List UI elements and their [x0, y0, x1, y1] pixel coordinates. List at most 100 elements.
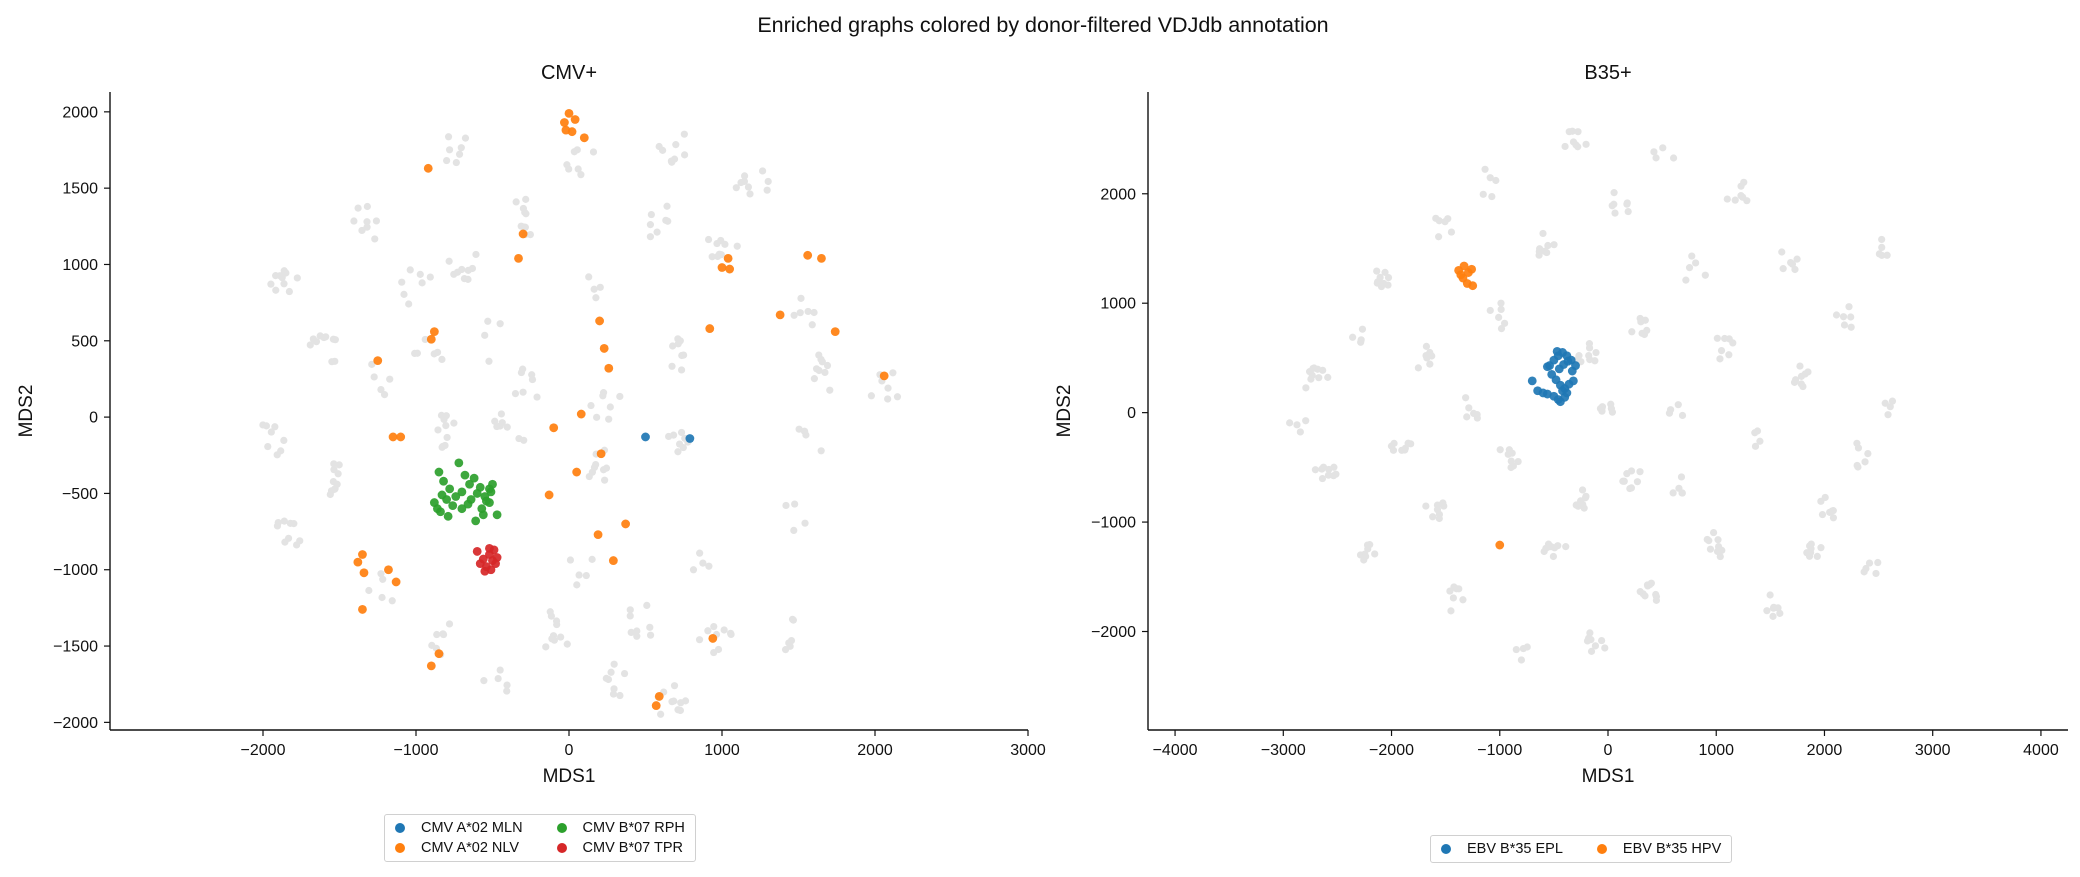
- data-point: [466, 495, 476, 504]
- background-node: [405, 300, 413, 308]
- background-node: [411, 349, 419, 357]
- legend-item: CMV B*07 TPR: [556, 840, 685, 856]
- background-node: [491, 417, 499, 425]
- background-node: [705, 562, 713, 570]
- background-node: [1847, 313, 1855, 321]
- background-node: [1601, 644, 1609, 652]
- data-point: [465, 479, 474, 489]
- background-node: [609, 690, 618, 698]
- background-node: [1371, 550, 1379, 558]
- background-node: [1743, 197, 1751, 205]
- background-node: [1818, 510, 1827, 519]
- background-node: [1806, 549, 1815, 557]
- background-node: [695, 636, 704, 644]
- background-node: [1504, 450, 1512, 458]
- background-node: [1514, 457, 1522, 466]
- data-point: [448, 501, 458, 511]
- background-node: [440, 415, 448, 424]
- background-node: [1692, 259, 1700, 267]
- background-node: [363, 218, 371, 226]
- data-point: [572, 467, 582, 477]
- data-point: [485, 498, 494, 507]
- background-node: [1872, 569, 1880, 578]
- background-node: [659, 146, 667, 154]
- background-node: [272, 272, 280, 280]
- background-node: [670, 155, 679, 163]
- background-node: [1542, 544, 1550, 552]
- data-point: [454, 458, 464, 468]
- background-node: [1763, 607, 1771, 615]
- data-point: [472, 489, 482, 498]
- background-node: [1740, 178, 1748, 186]
- y-tick-label: 500: [71, 333, 98, 350]
- background-node: [1426, 360, 1434, 368]
- background-node: [280, 267, 288, 275]
- x-tick-label: 4000: [2023, 742, 2059, 759]
- background-node: [377, 570, 385, 578]
- background-node: [1561, 142, 1569, 151]
- background-node: [1473, 410, 1481, 419]
- background-node: [1439, 499, 1447, 507]
- background-node: [1769, 612, 1777, 620]
- data-point: [426, 334, 436, 344]
- data-point: [1567, 366, 1577, 376]
- data-point: [1560, 392, 1570, 402]
- background-node: [1716, 355, 1724, 363]
- background-node: [1643, 326, 1651, 334]
- background-node: [680, 151, 689, 159]
- background-node: [464, 275, 472, 283]
- background-node: [1463, 413, 1471, 421]
- background-node: [1652, 154, 1660, 162]
- background-node: [368, 360, 376, 368]
- background-node: [1486, 174, 1494, 182]
- data-point: [561, 125, 571, 135]
- background-node: [696, 549, 704, 557]
- background-node: [1817, 544, 1825, 552]
- x-tick-label: 0: [1604, 742, 1613, 759]
- background-node: [1620, 477, 1628, 485]
- background-node: [1829, 514, 1838, 522]
- background-node: [286, 519, 295, 527]
- background-node: [1495, 313, 1503, 321]
- data-point: [654, 692, 664, 701]
- y-tick-label: −1500: [53, 639, 98, 656]
- background-node: [674, 448, 682, 456]
- background-node: [665, 432, 673, 441]
- x-axis-label: MDS1: [1582, 766, 1635, 787]
- background-node: [457, 144, 465, 152]
- background-node: [801, 519, 809, 527]
- background-node: [439, 630, 447, 638]
- background-node: [1389, 446, 1398, 454]
- background-node: [699, 559, 707, 567]
- background-node: [1384, 273, 1393, 282]
- background-node: [418, 279, 426, 287]
- background-node: [452, 158, 460, 167]
- background-node: [782, 501, 790, 510]
- data-point: [485, 543, 494, 553]
- background-node: [1311, 466, 1319, 474]
- data-point: [775, 310, 785, 320]
- background-node: [1586, 629, 1594, 637]
- data-point: [445, 484, 455, 494]
- y-axis-label: MDS2: [16, 385, 37, 438]
- panel-title: B35+: [1584, 62, 1631, 84]
- background-node: [312, 338, 321, 346]
- data-point: [429, 327, 439, 337]
- legend-item: EBV B*35 HPV: [1596, 841, 1721, 857]
- background-node: [589, 148, 598, 156]
- y-tick-label: 2000: [1100, 186, 1136, 203]
- data-point: [604, 363, 614, 373]
- background-node: [573, 581, 581, 589]
- background-node: [1860, 568, 1868, 576]
- background-node: [1678, 411, 1687, 420]
- panel-title: CMV+: [541, 62, 597, 84]
- background-node: [604, 675, 613, 684]
- background-node: [797, 294, 805, 302]
- background-node: [280, 436, 288, 445]
- background-node: [1492, 176, 1500, 185]
- background-node: [1598, 636, 1606, 645]
- background-node: [280, 517, 288, 525]
- background-node: [1497, 324, 1506, 333]
- background-node: [1861, 458, 1869, 466]
- background-node: [372, 217, 381, 225]
